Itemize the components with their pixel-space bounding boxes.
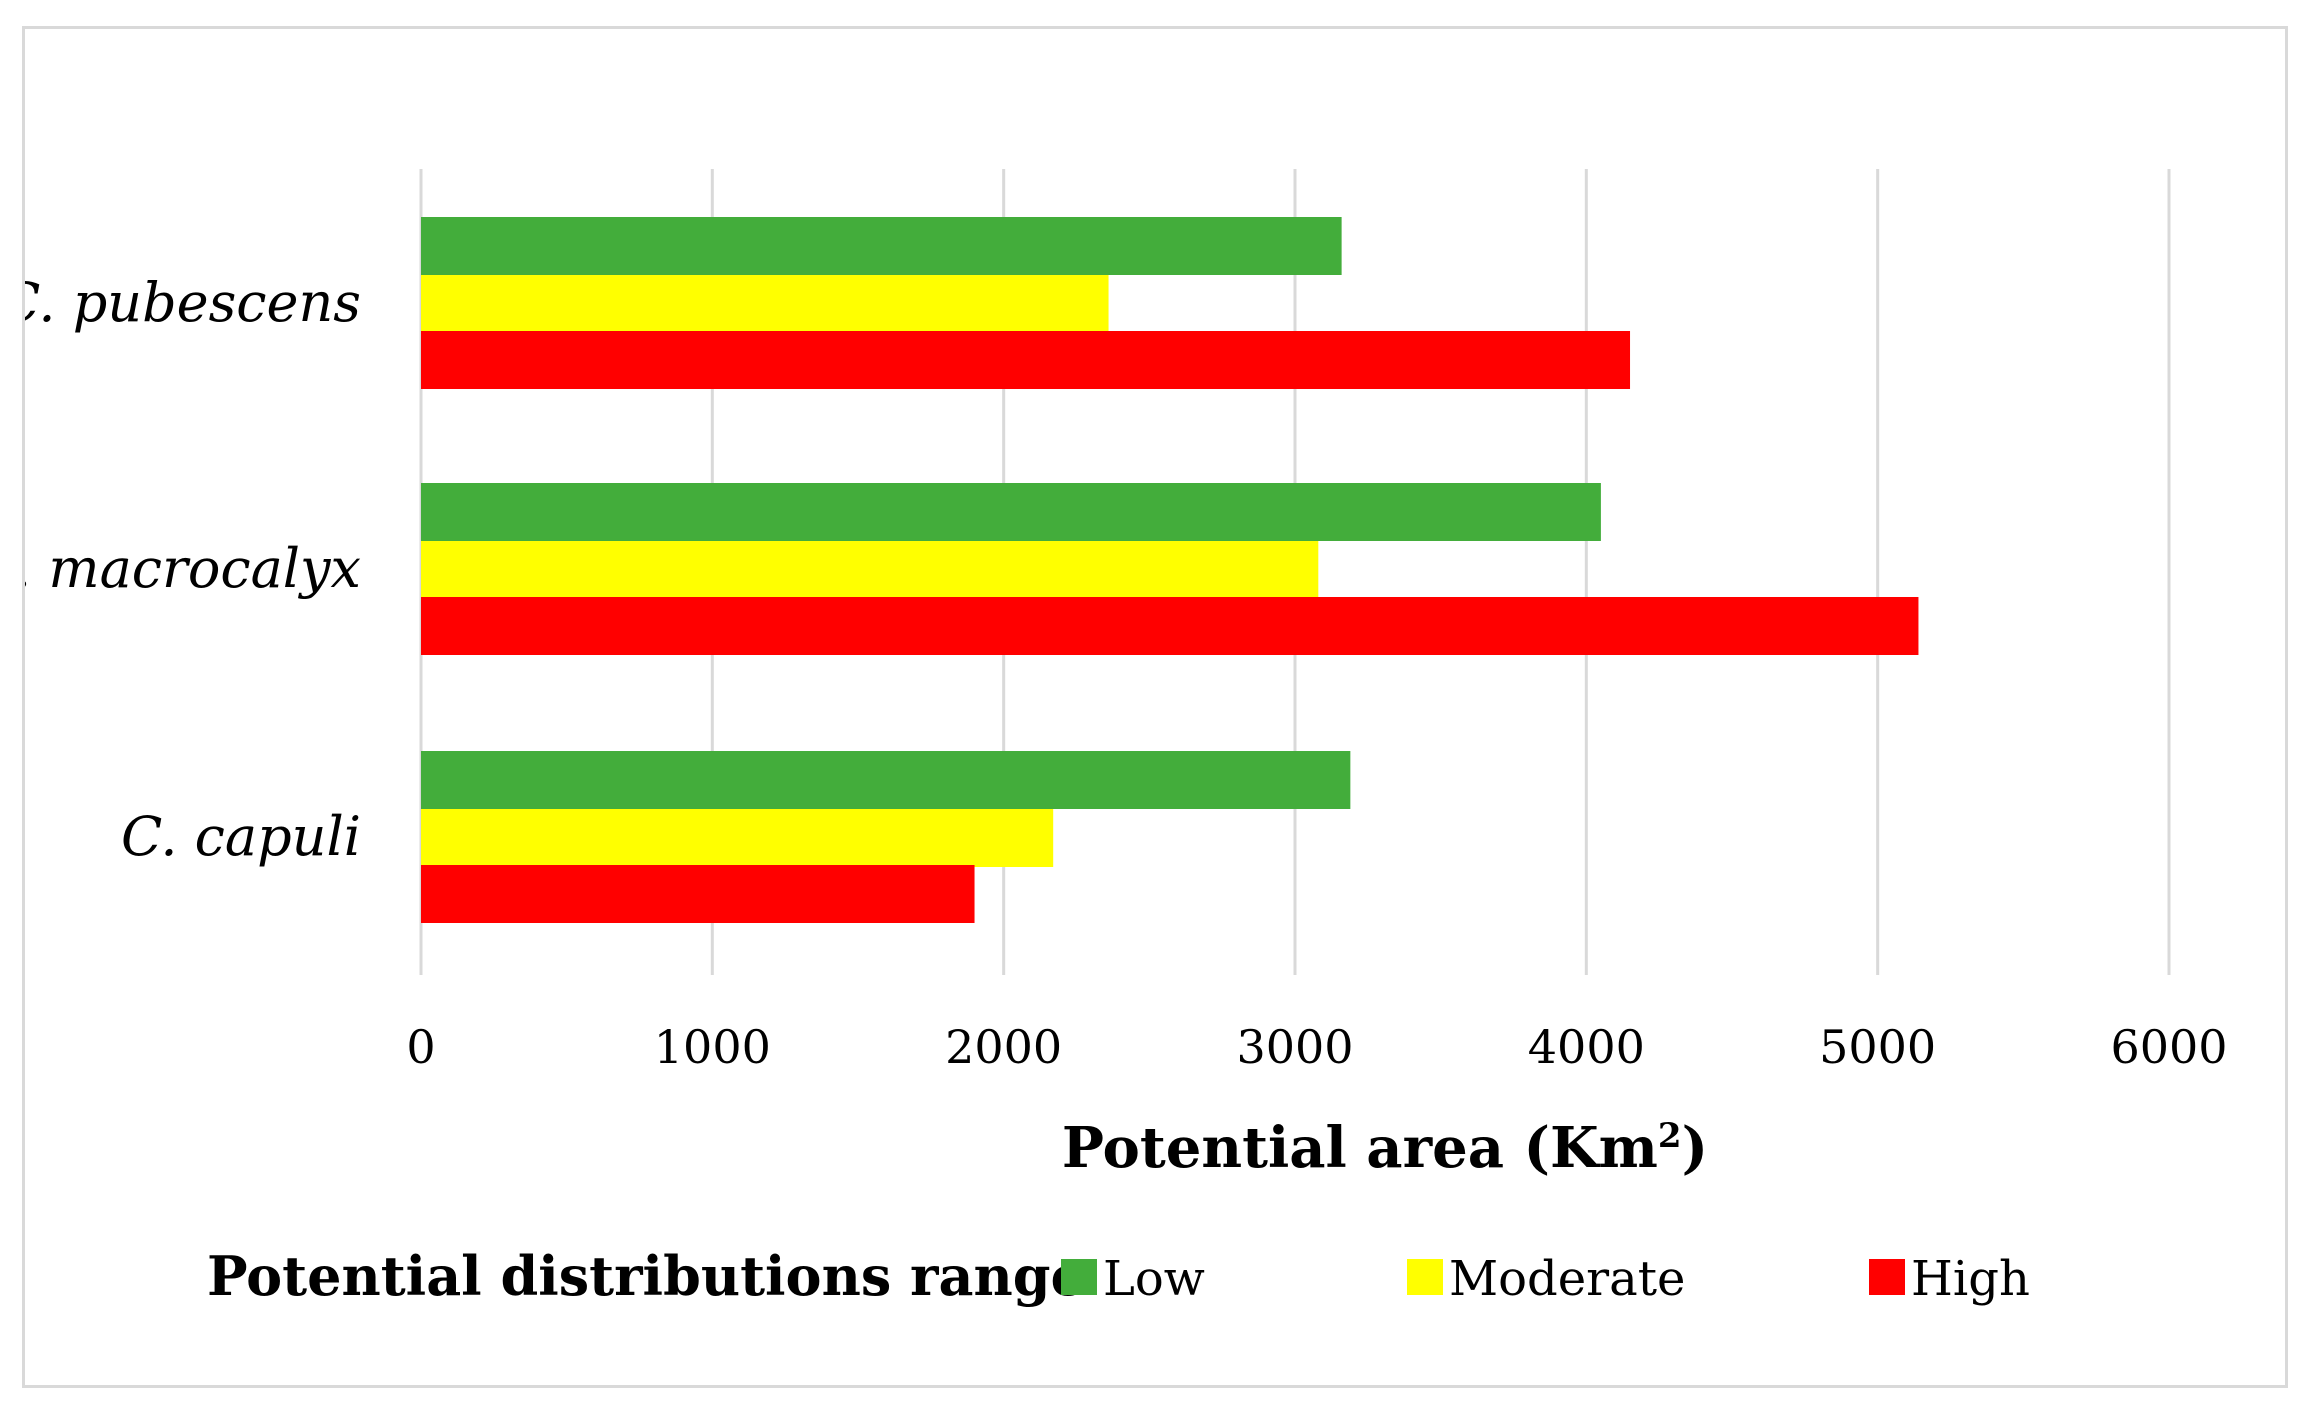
category-label: C. pubescens: [25, 271, 361, 334]
bar-low-0: [421, 217, 1342, 275]
x-axis-title-sup: 2: [1658, 1116, 1682, 1156]
legend-swatch-high: [1869, 1259, 1905, 1295]
x-axis-title: Potential area (Km2): [1062, 1115, 1708, 1181]
bar-high-1: [421, 597, 1919, 655]
category-label: C. macrocalyx: [25, 537, 361, 600]
bar-moderate-2: [421, 809, 1054, 867]
legend-label-moderate: Moderate: [1449, 1251, 1685, 1307]
legend: Low Moderate High: [1061, 1251, 2030, 1307]
legend-swatch-moderate: [1407, 1259, 1443, 1295]
x-tick-label: 6000: [2110, 1020, 2227, 1074]
bars: [421, 217, 1919, 923]
x-tick-label: 3000: [1236, 1020, 1353, 1074]
x-tick-label: 2000: [945, 1020, 1062, 1074]
bar-high-2: [421, 865, 975, 923]
x-tick-label: 4000: [1528, 1020, 1645, 1074]
legend-title: Potential distributions range: [207, 1244, 1085, 1308]
x-axis-title-main: Potential area (Km: [1062, 1115, 1658, 1181]
bar-moderate-1: [421, 541, 1319, 599]
x-tick-labels: 0 1000 2000 3000 4000 5000 6000: [406, 1020, 2227, 1074]
legend-swatch-low: [1061, 1259, 1097, 1295]
legend-label-high: High: [1911, 1251, 2030, 1307]
bar-low-1: [421, 483, 1601, 541]
chart-frame: C. pubescens C. macrocalyx C. capuli 0 1000…: [22, 26, 2288, 1388]
bar-moderate-0: [421, 275, 1109, 333]
x-tick-label: 5000: [1819, 1020, 1936, 1074]
bar-chart: C. pubescens C. macrocalyx C. capuli 0 1000…: [25, 169, 2228, 1308]
category-label: C. capuli: [121, 805, 361, 868]
x-tick-label: 0: [406, 1020, 435, 1074]
x-tick-label: 1000: [654, 1020, 771, 1074]
category-labels: C. pubescens C. macrocalyx C. capuli: [25, 271, 361, 868]
bar-low-2: [421, 751, 1351, 809]
x-axis-title-end: ): [1682, 1115, 1709, 1181]
bar-high-0: [421, 331, 1631, 389]
legend-label-low: Low: [1103, 1251, 1205, 1307]
